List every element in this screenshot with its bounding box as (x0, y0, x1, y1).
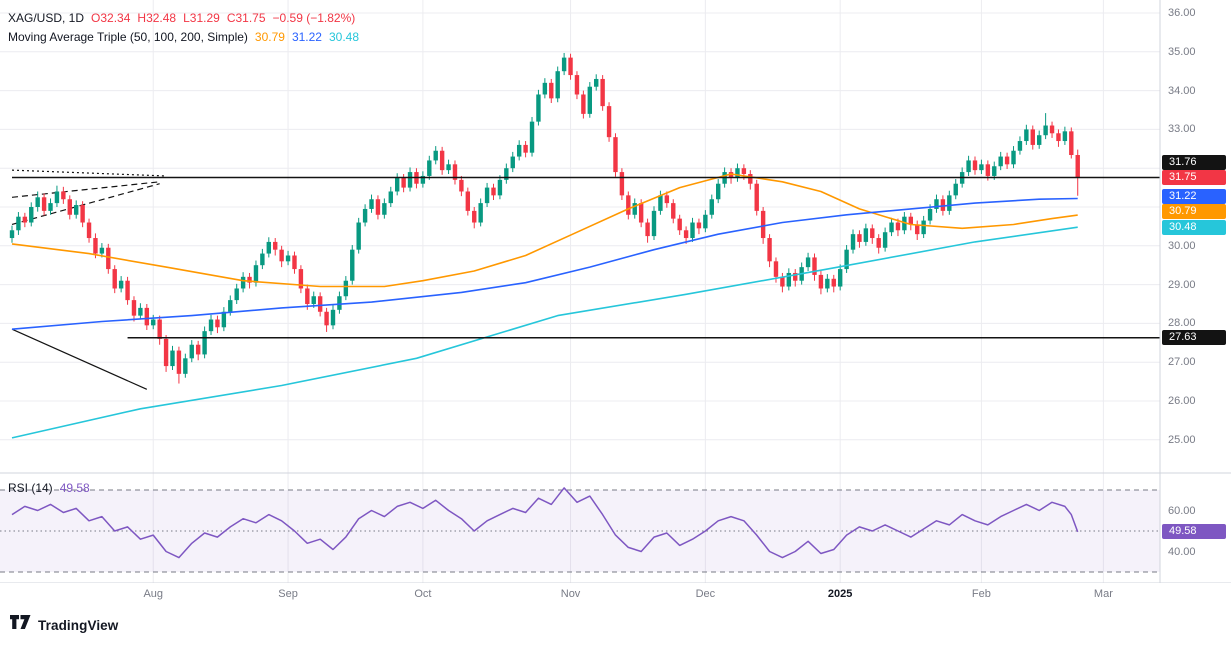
brand-name: TradingView (38, 617, 119, 633)
ohlc-close: C31.75 (226, 10, 266, 25)
ma-indicator-title[interactable]: Moving Average Triple (50, 100, 200, Sim… (8, 29, 248, 44)
price-axis-label: 35.00 (1168, 45, 1196, 58)
price-badge-27.63: 27.63 (1162, 330, 1226, 346)
ohlc-open: O32.34 (91, 10, 131, 25)
price-badge-31.22: 31.22 (1162, 188, 1226, 204)
price-axis-label: 28.00 (1168, 317, 1196, 330)
price-axis-label: 27.00 (1168, 356, 1196, 369)
time-axis-label-Sep: Sep (278, 588, 298, 600)
price-badge-31.75: 31.75 (1162, 170, 1226, 186)
time-axis-label-Aug: Aug (143, 588, 164, 600)
ma-legend-row[interactable]: Moving Average Triple (50, 100, 200, Sim… (8, 27, 359, 46)
price-badge-31.76: 31.76 (1162, 154, 1226, 170)
rsi-legend: RSI (14) 49.58 (8, 478, 90, 497)
rsi-axis-label: 40.00 (1168, 545, 1196, 558)
ohlc-high: H32.48 (137, 10, 177, 25)
price-badge-30.79: 30.79 (1162, 204, 1226, 220)
tradingview-branding[interactable]: TradingView (10, 615, 118, 635)
price-axis-label: 25.00 (1168, 433, 1196, 446)
rsi-legend-row[interactable]: RSI (14) 49.58 (8, 478, 90, 497)
ma200-value: 30.48 (328, 29, 360, 44)
price-badge-30.48: 30.48 (1162, 219, 1226, 235)
price-axis-label: 36.00 (1168, 7, 1196, 19)
time-axis-label-Oct: Oct (414, 588, 432, 600)
time-axis-label-Nov: Nov (560, 588, 581, 600)
rsi-indicator-title[interactable]: RSI (14) (8, 480, 53, 495)
price-badge-49.58: 49.58 (1162, 524, 1226, 540)
time-axis-label-Dec: Dec (695, 588, 716, 600)
ma100-value: 31.22 (291, 29, 322, 44)
rsi-axis-label: 60.00 (1168, 504, 1196, 517)
price-axis-label: 29.00 (1168, 278, 1196, 291)
change-value: −0.59 (−1.82%) (272, 10, 356, 25)
price-axis-label: 33.00 (1168, 123, 1196, 136)
time-axis-label-Feb: Feb (971, 588, 991, 600)
price-axis-label: 26.00 (1168, 395, 1196, 407)
price-axis[interactable]: 36.0035.0034.0033.0032.0031.0030.0029.00… (1161, 0, 1231, 583)
price-axis-label: 34.00 (1168, 84, 1196, 97)
ohlc-low: L31.29 (183, 10, 220, 25)
symbol-title[interactable]: XAG/USD, 1D (8, 10, 85, 25)
chart-canvas[interactable] (0, 0, 1231, 605)
price-axis-label: 30.00 (1168, 239, 1196, 252)
time-axis[interactable]: Aug Sep Oct Nov Dec 2025 Feb Mar (0, 583, 1231, 605)
ma50-value: 30.79 (254, 29, 285, 44)
time-axis-label-2025: 2025 (827, 588, 853, 600)
tradingview-logo-icon[interactable] (10, 615, 31, 635)
rsi-value: 49.58 (59, 480, 90, 495)
symbol-legend-row[interactable]: XAG/USD, 1D O32.34 H32.48 L31.29 C31.75 … (8, 8, 359, 27)
time-axis-label-Mar: Mar (1093, 588, 1113, 600)
main-legend: XAG/USD, 1D O32.34 H32.48 L31.29 C31.75 … (8, 8, 359, 46)
